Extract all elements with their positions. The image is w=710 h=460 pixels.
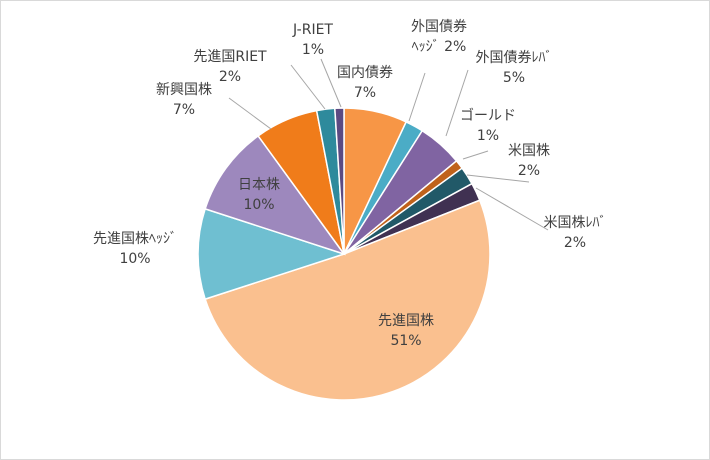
slice-label: 外国債券 ﾍｯｼﾞ 2% xyxy=(411,19,467,55)
pie-slice xyxy=(334,107,345,255)
pie-slice xyxy=(204,134,346,256)
slice-label-line: 2% xyxy=(518,163,540,179)
slice-label-line: 先進国株ﾍｯｼﾞ xyxy=(93,231,177,247)
slice-label: 米国株 2% xyxy=(508,143,550,179)
leader-line xyxy=(290,64,326,110)
slice-label-line: 国内債券 xyxy=(337,65,393,81)
leader-line xyxy=(320,58,342,108)
slice-label-line: 5% xyxy=(503,70,525,86)
leader-line xyxy=(475,187,549,231)
slice-label-line: 1% xyxy=(477,128,499,144)
leader-line xyxy=(445,69,469,137)
pie-slices xyxy=(197,107,491,401)
slice-label: 先進国RIET 2% xyxy=(193,49,267,85)
slice-label-line: 51% xyxy=(390,333,421,349)
slice-label-line: 2% xyxy=(219,69,241,85)
slice-label: ゴールド 1% xyxy=(460,107,516,144)
slice-label: J-RIET 1% xyxy=(292,22,333,58)
slice-label-line: J-RIET xyxy=(292,22,333,38)
slice-label: 新興国株 7% xyxy=(156,82,212,118)
slice-label-line: ゴールド xyxy=(460,107,516,124)
leader-line xyxy=(408,72,426,122)
leader-lines xyxy=(228,58,549,231)
slice-label-line: 1% xyxy=(302,42,324,58)
slice-label-line: 米国株ﾚﾊﾞ xyxy=(544,215,607,231)
slice-label-line: 先進国RIET xyxy=(193,49,267,65)
slice-label-line: 10% xyxy=(243,197,274,213)
pie-slice xyxy=(204,199,491,401)
slice-label: 米国株ﾚﾊﾞ 2% xyxy=(544,215,607,251)
slice-label-line: 外国債券 xyxy=(411,19,467,35)
slice-label-line: 7% xyxy=(354,85,376,101)
slice-label: 日本株 10% xyxy=(238,177,280,213)
slice-label: 外国債券ﾚﾊﾞ 5% xyxy=(476,50,553,86)
slice-label-line: 米国株 xyxy=(508,143,550,159)
slice-label-line: 外国債券ﾚﾊﾞ xyxy=(476,50,553,66)
slice-label: 国内債券 7% xyxy=(337,65,393,101)
leader-line xyxy=(462,150,489,160)
slice-labels: 国内債券 7%外国債券ﾍｯｼﾞ 2%外国債券ﾚﾊﾞ 5%ゴールド 1%米国株 2%米国株… xyxy=(93,19,607,349)
slice-label-line: 新興国株 xyxy=(156,82,212,98)
slice-label: 先進国株 51% xyxy=(378,313,434,349)
slice-label-line: ﾍｯｼﾞ 2% xyxy=(412,39,467,55)
slice-label-line: 7% xyxy=(173,102,195,118)
slice-label-line: 10% xyxy=(119,251,150,267)
slice-label-line: 2% xyxy=(564,235,586,251)
leader-line xyxy=(466,174,530,183)
slice-label-line: 日本株 xyxy=(238,177,280,193)
leader-line xyxy=(228,97,272,130)
slice-label-line: 先進国株 xyxy=(378,313,434,329)
pie-slice xyxy=(197,207,347,301)
slice-label: 先進国株ﾍｯｼﾞ 10% xyxy=(93,231,177,267)
